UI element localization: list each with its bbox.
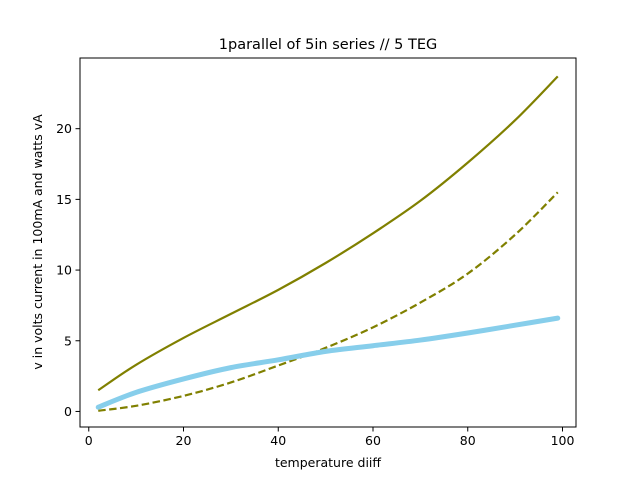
- x-tick-label: 100: [551, 433, 575, 448]
- chart-title: 1parallel of 5in series // 5 TEG: [219, 37, 437, 53]
- x-tick-label: 0: [85, 433, 93, 448]
- x-tick-label: 80: [460, 433, 476, 448]
- series-line-dashed: [98, 191, 559, 412]
- y-axis-label: v in volts current in 100mA and watts vA: [30, 114, 45, 370]
- plot-layer: [95, 75, 561, 412]
- y-tick-label: 0: [64, 404, 72, 419]
- y-tick-label: 15: [56, 192, 72, 207]
- series-line-solid: [97, 75, 559, 392]
- y-tick-label: 10: [56, 263, 72, 278]
- x-axis-label: temperature diiff: [275, 455, 381, 470]
- x-tick-label: 40: [270, 433, 286, 448]
- y-tick-label: 20: [56, 121, 72, 136]
- x-tick-label: 60: [365, 433, 381, 448]
- axes-layer: 0 20 40 60 80 100 0 5 10 15 20: [56, 121, 574, 448]
- x-tick-label: 20: [176, 433, 192, 448]
- series-line-thick: [95, 315, 561, 410]
- plot-frame: [79, 57, 577, 428]
- y-tick-label: 5: [64, 333, 72, 348]
